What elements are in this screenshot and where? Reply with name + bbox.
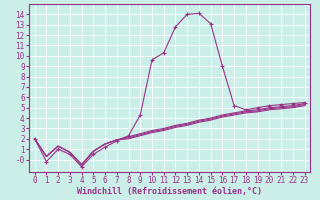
X-axis label: Windchill (Refroidissement éolien,°C): Windchill (Refroidissement éolien,°C)	[77, 187, 262, 196]
